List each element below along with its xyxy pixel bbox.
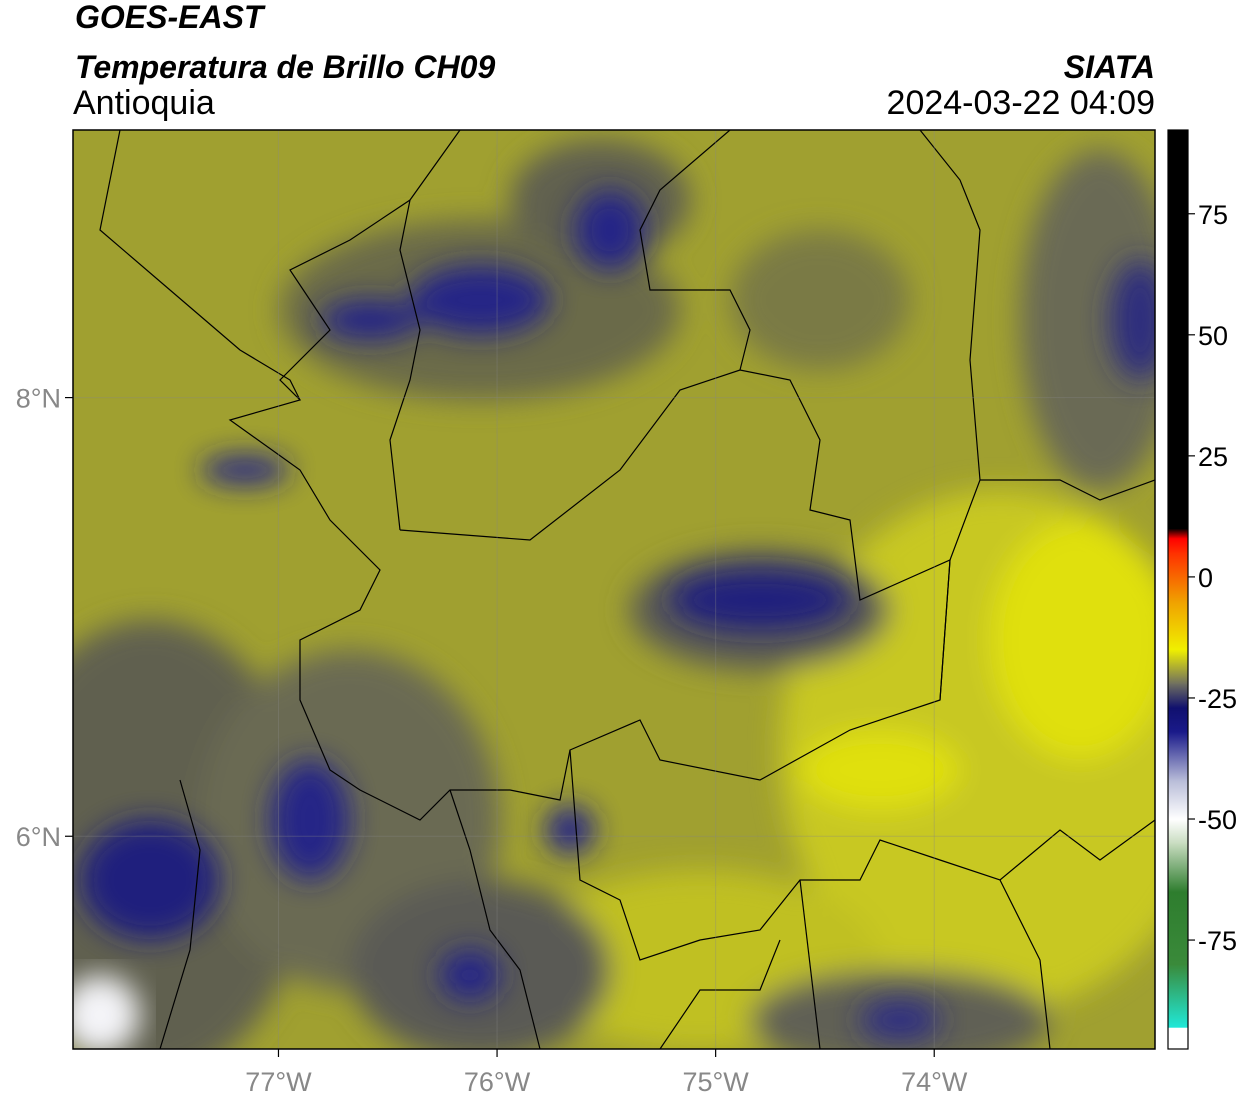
y-tick-label: 8°N [16,384,61,414]
colorbar-segment [1168,649,1188,684]
x-tick-label: 77°W [245,1067,312,1097]
colorbar-segment [1168,552,1188,602]
colorbar-segment [1168,528,1188,539]
colorbar-tick-label: 50 [1198,321,1228,351]
x-tick-label: 75°W [682,1067,749,1097]
colorbar-tick-label: 75 [1198,200,1228,230]
colorbar-segment [1168,731,1188,781]
colorbar-segment [1168,683,1188,709]
colorbar-tick-label: 0 [1198,563,1213,593]
region: Antioquia [73,84,215,122]
colorbar-segment [1168,538,1188,554]
colorbar-segment [1168,601,1188,651]
colorbar-segment [1168,819,1188,844]
colorbar-segment [1168,130,1188,529]
timestamp: 2024-03-22 04:09 [887,84,1155,122]
colorbar-tick-label: -25 [1198,684,1237,714]
title: GOES-EAST [75,0,266,35]
subtitle: Temperatura de Brillo CH09 [75,49,495,85]
x-tick-label: 74°W [901,1067,968,1097]
colorbar-tick-label: -50 [1198,805,1237,835]
colorbar-segment [1168,891,1188,965]
source: SIATA [1064,49,1155,85]
colorbar-segment [1168,1027,1188,1050]
colorbar-tick-label: -75 [1198,926,1237,956]
map-frame [72,129,1156,1050]
colorbar-tick-label: 25 [1198,442,1228,472]
colorbar-frame [1167,129,1189,1050]
colorbar: 75 50 25 0 -25 -50 -75 [1167,129,1237,1050]
x-tick-label: 76°W [464,1067,531,1097]
y-tick-label: 6°N [16,822,61,852]
colorbar-segment [1168,843,1188,893]
colorbar-segment [1168,707,1188,733]
colorbar-segment [1168,964,1188,1028]
grid [73,130,1155,1049]
colorbar-segment [1168,780,1188,820]
map-image [73,130,1155,1049]
